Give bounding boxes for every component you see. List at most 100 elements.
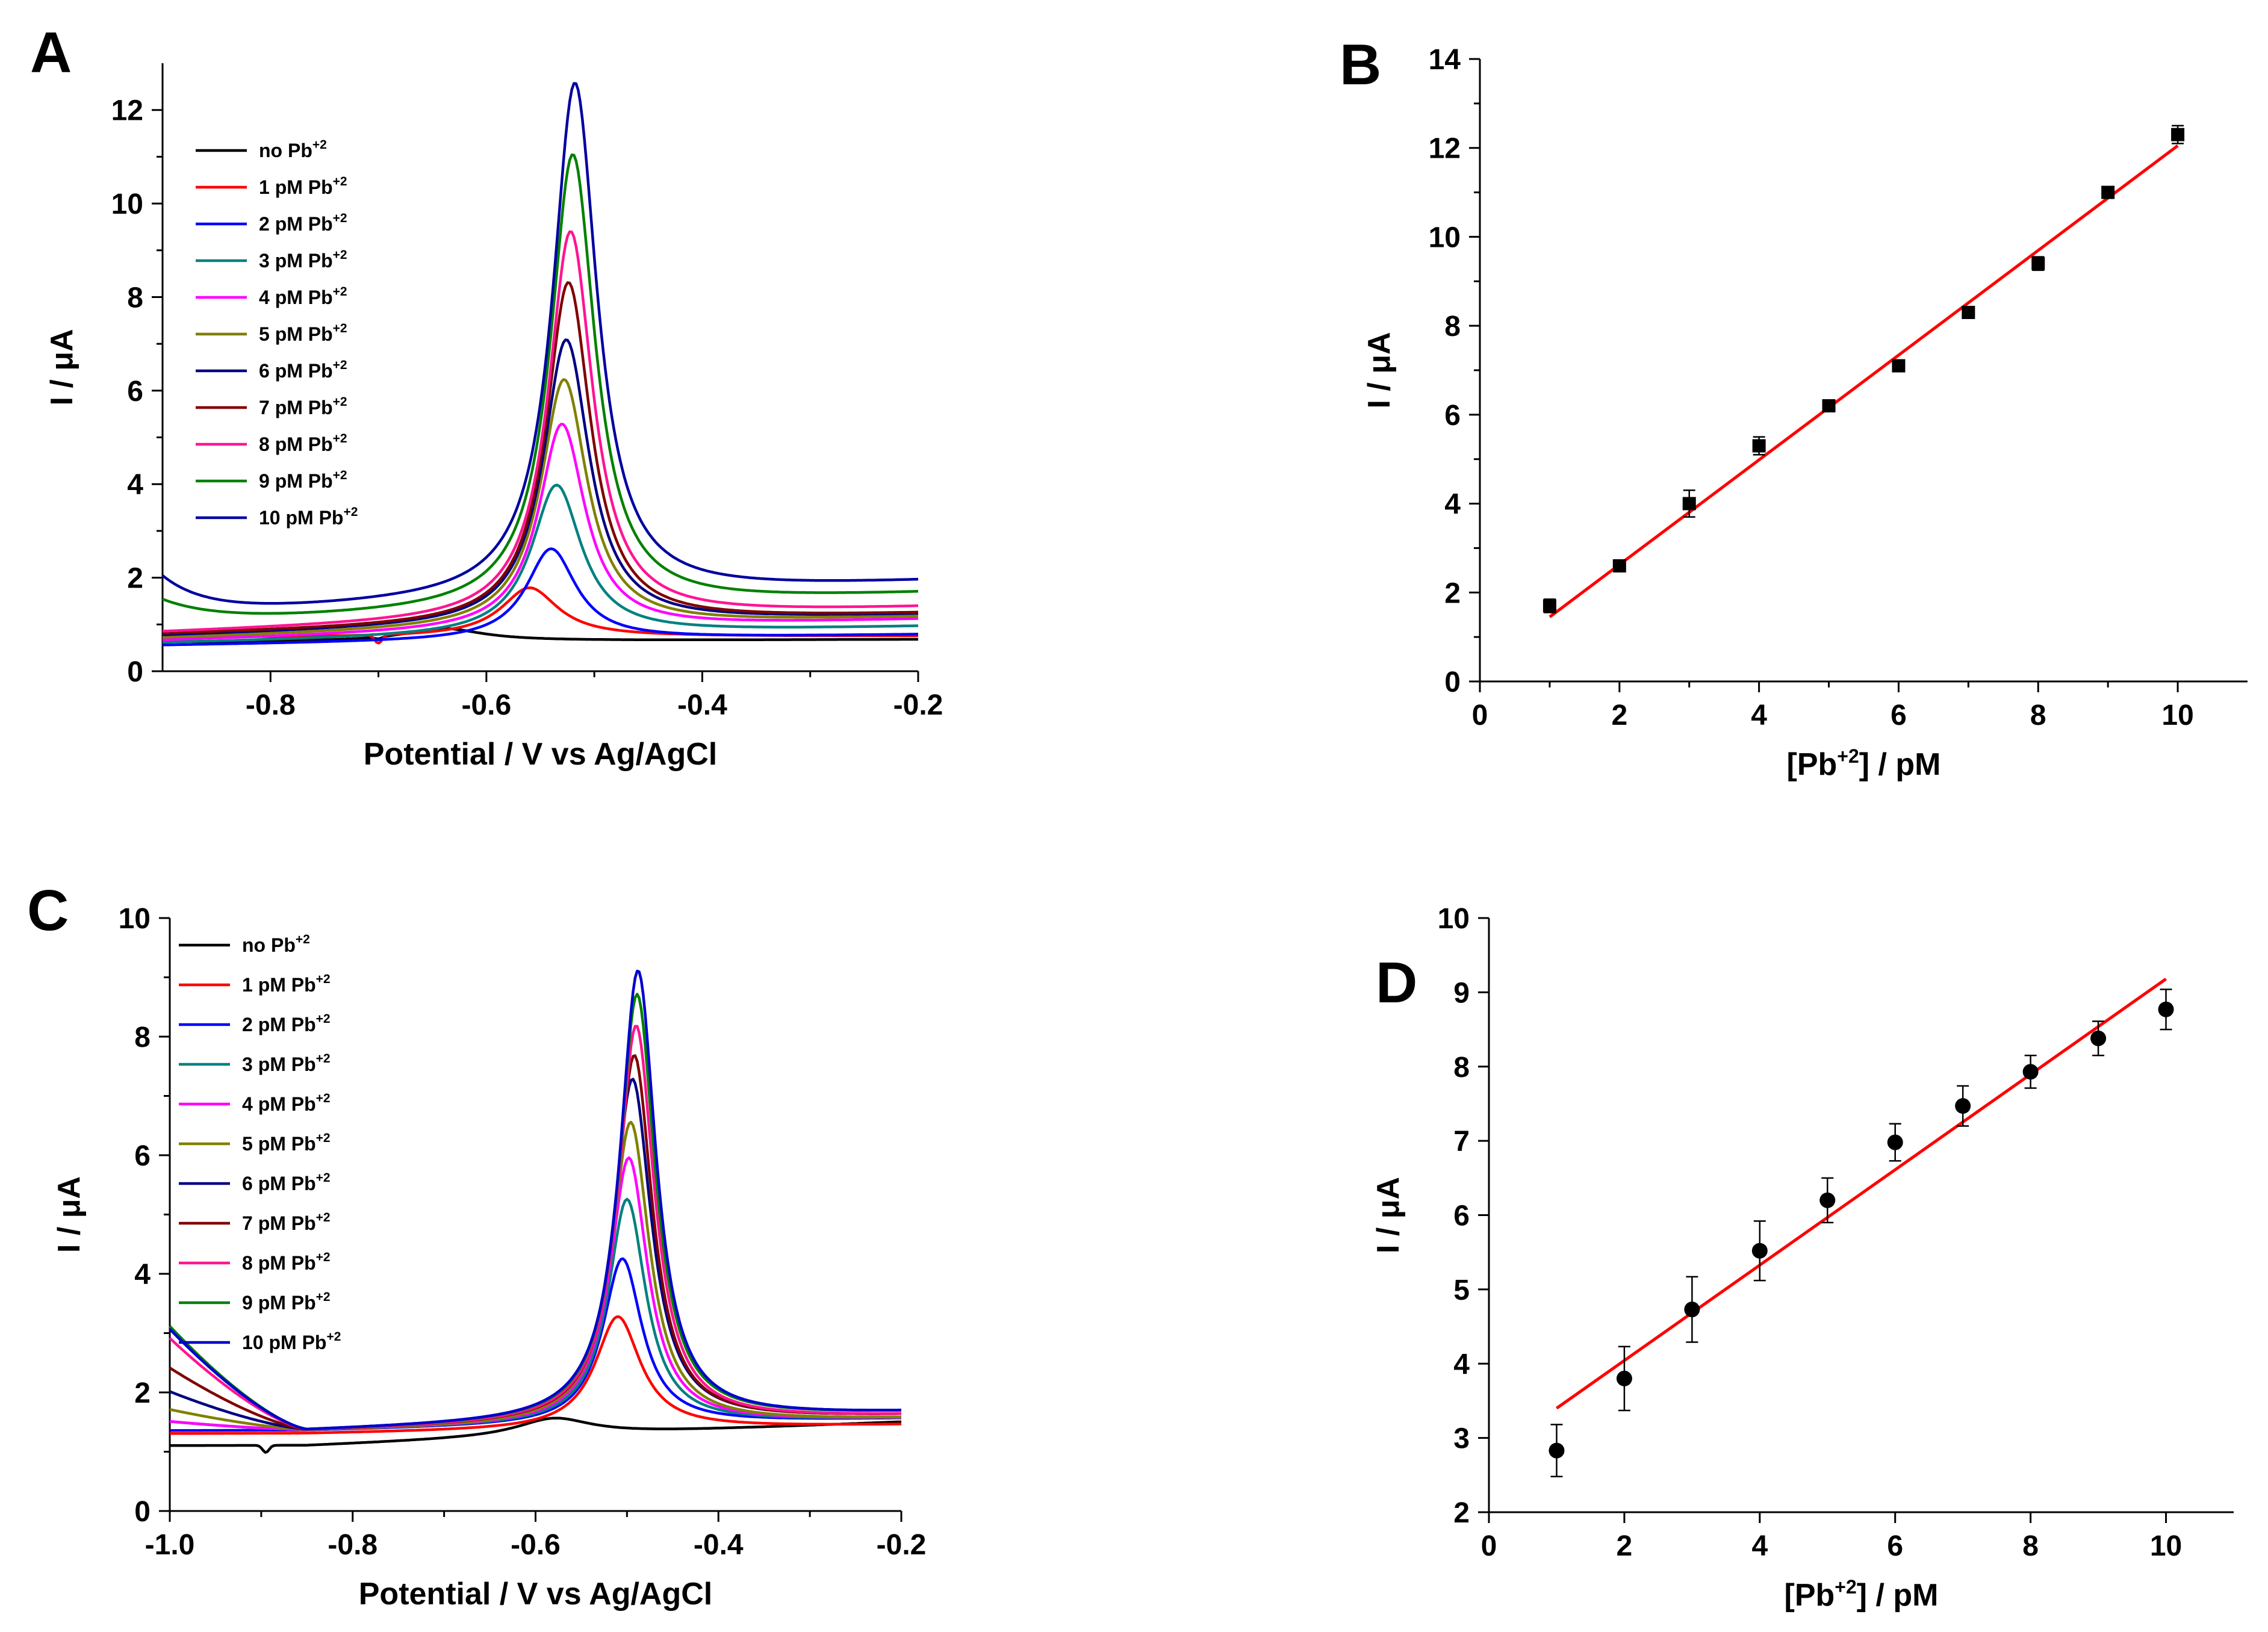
legend-label-9: 9 pM Pb+2 <box>259 468 347 492</box>
data-point-3 <box>1752 439 1766 453</box>
series-line-2 <box>162 547 918 647</box>
y-tick-label: 8 <box>127 282 143 314</box>
data-point-1 <box>1612 559 1626 572</box>
legend-label-3: 3 pM Pb+2 <box>259 248 347 271</box>
series-line-10 <box>161 82 919 605</box>
x-tick-label: 0 <box>1472 700 1488 731</box>
x-tick-label: 10 <box>2161 700 2193 731</box>
y-tick-label: 14 <box>1429 44 1461 76</box>
x-tick-label: -0.8 <box>246 689 296 721</box>
data-point-6 <box>1955 1098 1971 1114</box>
x-tick-label: -0.4 <box>677 689 727 721</box>
legend-label-2: 2 pM Pb+2 <box>259 211 347 235</box>
y-tick-label: 10 <box>111 188 143 220</box>
legend-label-6: 6 pM Pb+2 <box>242 1171 331 1194</box>
x-axis-title: Potential / V vs Ag/AgCl <box>364 737 718 772</box>
series-line-1 <box>169 1315 902 1435</box>
x-tick-label: 6 <box>1891 700 1907 731</box>
series-line-7 <box>162 281 918 635</box>
series-line-9 <box>162 153 919 615</box>
legend-label-3: 3 pM Pb+2 <box>242 1052 331 1075</box>
chart-panel-c: -1.0 -0.8 -0.6 -0.4 -0.2 0 2 4 6 8 10 Potential / V… <box>52 903 926 1612</box>
x-tick-label: 4 <box>1751 700 1767 731</box>
data-point-6 <box>1962 305 1975 319</box>
y-tick-label: 7 <box>1453 1126 1470 1158</box>
x-tick-label: -0.8 <box>328 1529 377 1561</box>
x-tick-label: 8 <box>2030 700 2046 731</box>
legend-label-5: 5 pM Pb+2 <box>259 321 347 345</box>
legend-label-7: 7 pM Pb+2 <box>242 1211 331 1234</box>
x-tick-label: -1.0 <box>145 1529 195 1561</box>
data-point-0 <box>1549 1442 1565 1459</box>
x-tick-label: -0.4 <box>694 1529 744 1561</box>
y-tick-label: 6 <box>134 1140 151 1172</box>
y-tick-label: 4 <box>134 1259 151 1291</box>
y-tick-label: 8 <box>1444 311 1461 343</box>
legend-label-9: 9 pM Pb+2 <box>242 1290 331 1314</box>
y-tick-label: 0 <box>134 1496 151 1528</box>
legend-label-4: 4 pM Pb+2 <box>242 1091 331 1115</box>
x-tick-label: -0.6 <box>511 1529 561 1561</box>
legend-label-2: 2 pM Pb+2 <box>242 1012 331 1035</box>
x-tick-label: 2 <box>1611 700 1627 731</box>
legend-label-6: 6 pM Pb+2 <box>259 358 347 382</box>
data-point-1 <box>1616 1370 1632 1386</box>
data-point-5 <box>1892 359 1906 373</box>
fit-line <box>1556 978 2167 1410</box>
data-point-9 <box>2171 128 2185 141</box>
legend-label-8: 8 pM Pb+2 <box>242 1250 331 1274</box>
data-point-7 <box>2022 1064 2039 1080</box>
chart-panel-b: 0 2 4 6 8 10 0 2 4 6 8 10 12 14 [Pb+2] / pM I / μA <box>1362 44 2248 782</box>
y-tick-label: 12 <box>1429 133 1461 165</box>
data-point-3 <box>1751 1243 1768 1259</box>
x-tick-label: 0 <box>1481 1530 1497 1562</box>
series-line-3 <box>162 483 918 644</box>
x-tick-label: 6 <box>1887 1530 1903 1562</box>
x-axis-title: Potential / V vs Ag/AgCl <box>359 1577 713 1612</box>
legend-label-10: 10 pM Pb+2 <box>242 1330 341 1353</box>
legend-label-1: 1 pM Pb+2 <box>242 972 331 996</box>
series-line-4 <box>162 423 919 642</box>
series-line-5 <box>169 1120 901 1431</box>
y-axis-title: I / μA <box>1362 332 1397 408</box>
legend-label-7: 7 pM Pb+2 <box>259 395 347 418</box>
data-point-2 <box>1682 497 1696 510</box>
x-tick-label: -0.2 <box>893 689 943 721</box>
legend-label-1: 1 pM Pb+2 <box>259 175 347 198</box>
data-point-9 <box>2158 1001 2174 1017</box>
series-line-0 <box>163 627 918 644</box>
data-point-8 <box>2090 1030 2107 1046</box>
chart-panel-a: -0.8 -0.6 -0.4 -0.2 0 2 4 6 8 10 12 Potential / V v… <box>45 63 943 772</box>
data-point-4 <box>1819 1192 1836 1208</box>
y-tick-label: 10 <box>1438 903 1470 935</box>
y-tick-label: 12 <box>111 95 143 127</box>
y-tick-label: 3 <box>1453 1423 1470 1455</box>
x-tick-label: 10 <box>2150 1530 2182 1562</box>
x-axis-title: [Pb+2] / pM <box>1785 1576 1939 1613</box>
y-tick-label: 2 <box>134 1377 151 1409</box>
y-tick-label: 10 <box>1429 222 1461 253</box>
y-tick-label: 0 <box>1444 666 1461 698</box>
y-tick-label: 6 <box>1453 1200 1470 1232</box>
legend-label-10: 10 pM Pb+2 <box>259 505 358 529</box>
y-tick-label: 5 <box>1453 1274 1470 1306</box>
x-tick-label: 4 <box>1751 1530 1768 1562</box>
y-tick-label: 8 <box>1453 1052 1470 1084</box>
y-tick-label: 2 <box>127 563 143 595</box>
y-tick-label: 2 <box>1453 1497 1470 1529</box>
series-line-6 <box>162 338 918 636</box>
data-point-4 <box>1822 399 1836 413</box>
y-axis-title: I / μA <box>1371 1177 1406 1253</box>
y-tick-label: 0 <box>127 656 143 688</box>
data-point-0 <box>1543 599 1556 613</box>
y-axis-title: I / μA <box>45 329 79 405</box>
series-line-10 <box>169 969 901 1430</box>
fit-line <box>1549 144 2179 618</box>
series-line-8 <box>162 230 918 633</box>
data-point-7 <box>2031 256 2045 270</box>
y-tick-label: 9 <box>1453 977 1470 1009</box>
panel-letter-d: D <box>1376 951 1417 1015</box>
data-point-5 <box>1887 1134 1903 1150</box>
